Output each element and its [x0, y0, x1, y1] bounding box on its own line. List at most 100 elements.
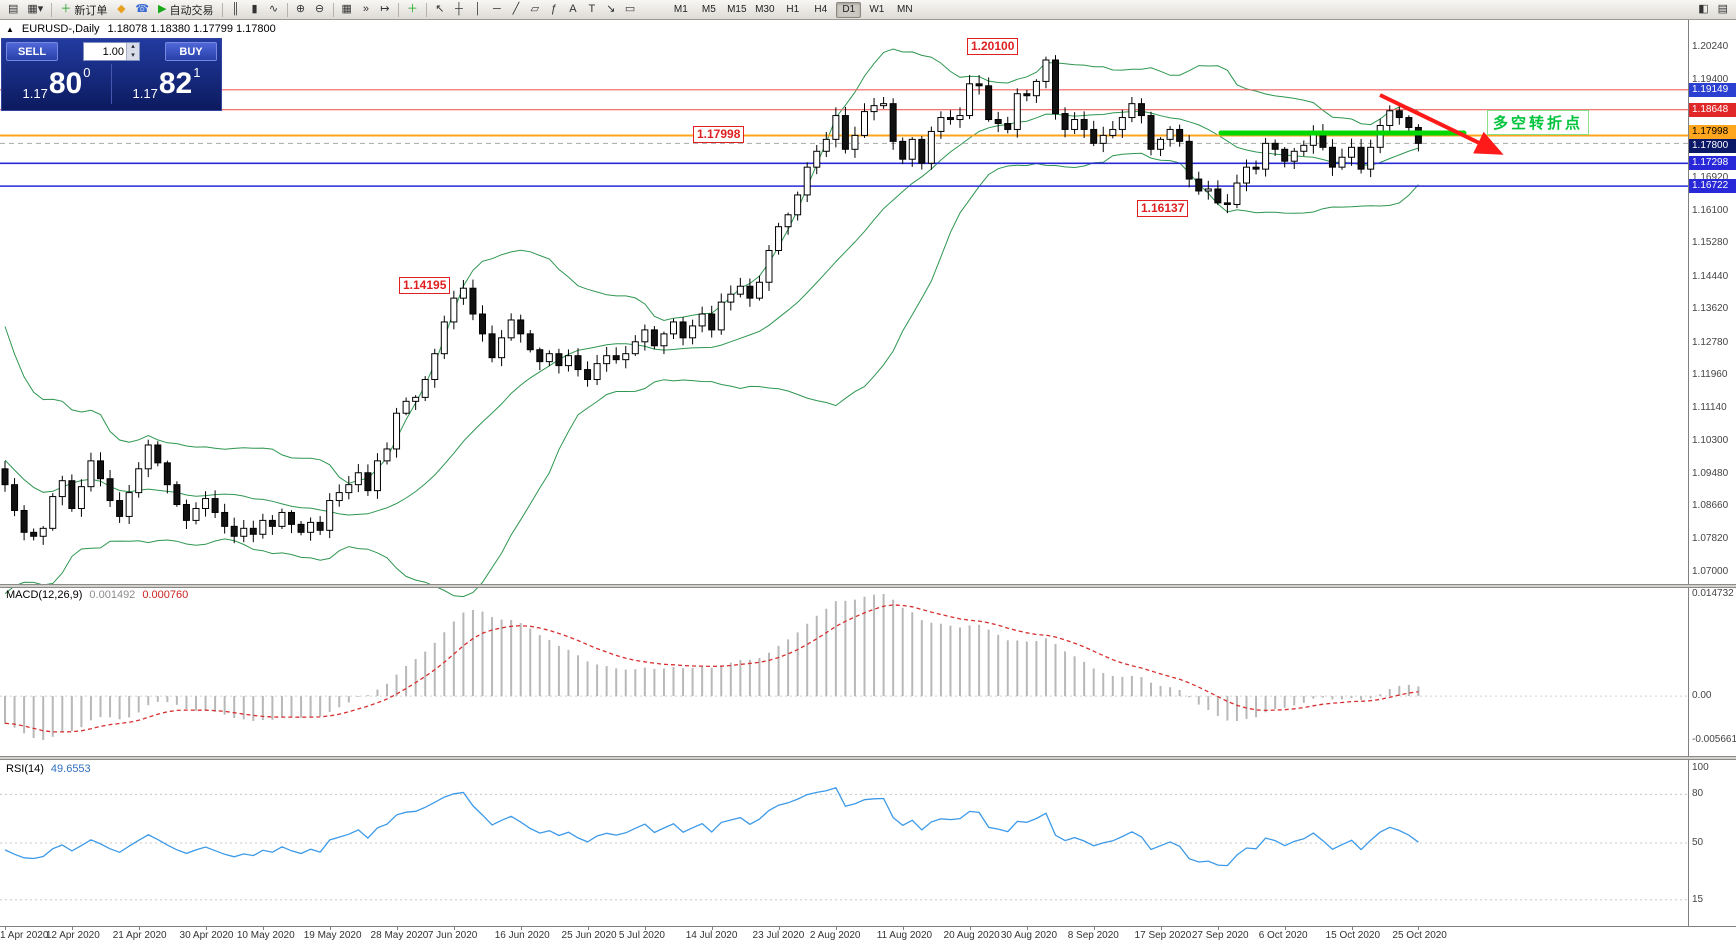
- metaeditor-icon[interactable]: ◆: [112, 1, 130, 18]
- panel-divider-rsi[interactable]: [0, 756, 1736, 760]
- price-callout[interactable]: 1.17998: [693, 126, 745, 143]
- price-callout[interactable]: 1.14195: [399, 277, 451, 294]
- date-tick-mark: [902, 927, 904, 930]
- text-icon[interactable]: A: [564, 1, 582, 18]
- toolbar-separator: [425, 2, 427, 17]
- timeframe-H1[interactable]: H1: [786, 4, 800, 15]
- price-line-tag: 1.17298: [1689, 156, 1736, 171]
- fibonacci-icon[interactable]: ƒ: [545, 1, 563, 18]
- trade-panel-divider: [111, 64, 112, 104]
- date-label: 10 May 2020: [236, 930, 295, 941]
- line-chart-icon[interactable]: ∿: [265, 1, 283, 18]
- price-tick: 1.15280: [1692, 237, 1729, 249]
- toolbar: ▤ ▦▾ ＋新订单 ◆ ☎ ▶ 自动交易 ║ ▮ ∿ ⊕ ⊖ ▦» ↦ ＋ ↖ ┼ │ ─ ╱ ▱ ƒ A T ↘ ▭ M1 M5 M1…: [0, 0, 1736, 20]
- timeframe-D1[interactable]: D1: [836, 1, 862, 18]
- crosshair-icon[interactable]: ┼: [450, 1, 468, 18]
- timeframe-MN[interactable]: MN: [897, 4, 913, 15]
- sell-button[interactable]: SELL: [6, 42, 58, 61]
- alerts-icon[interactable]: ☎: [131, 1, 153, 18]
- label-icon[interactable]: T: [583, 1, 601, 18]
- cursor-icon[interactable]: ↖: [431, 1, 449, 18]
- timeframe-M5[interactable]: M5: [701, 4, 716, 15]
- zoom-out-icon: ⊖: [314, 3, 325, 15]
- rsi-name: RSI(14): [6, 763, 44, 775]
- auto-scroll-icon[interactable]: »: [357, 1, 375, 18]
- arrow-tool-icon: ↘: [606, 3, 616, 15]
- buy-button[interactable]: BUY: [165, 42, 217, 61]
- date-label: 14 Jul 2020: [685, 930, 738, 941]
- bar-chart-icon[interactable]: ║: [227, 1, 245, 18]
- date-tick-mark: [1160, 927, 1162, 930]
- panel-divider-macd[interactable]: [0, 584, 1736, 588]
- volume-up-icon[interactable]: ▴: [127, 43, 139, 52]
- macd-signal-value: 0.000760: [142, 589, 189, 601]
- chart-shift-icon[interactable]: ↦: [376, 1, 394, 18]
- profiles-icon: ▦▾: [27, 3, 44, 15]
- volume-down-icon[interactable]: ▾: [127, 51, 139, 60]
- price-callout[interactable]: 1.20100: [967, 38, 1019, 55]
- zoom-in-icon: ⊕: [295, 3, 306, 15]
- vertical-line-icon[interactable]: │: [469, 1, 487, 18]
- volume-input[interactable]: [84, 43, 126, 60]
- horizontal-line-icon[interactable]: ─: [488, 1, 506, 18]
- sell-price[interactable]: 1.17 80 0: [2, 61, 111, 107]
- candle-chart-icon[interactable]: ▮: [246, 1, 264, 18]
- date-tick-mark: [1284, 927, 1286, 930]
- price-line-tag: 1.16722: [1689, 179, 1736, 194]
- date-label: 12 Apr 2020: [45, 930, 100, 941]
- indicators-icon[interactable]: ＋: [403, 1, 422, 18]
- arrow-tool-icon[interactable]: ↘: [602, 1, 620, 18]
- date-tick-mark: [1418, 927, 1420, 930]
- date-label: 20 Aug 2020: [943, 930, 1000, 941]
- macd-name: MACD(12,26,9): [6, 589, 83, 601]
- profiles-icon[interactable]: ▦▾: [23, 1, 47, 18]
- new-order-button[interactable]: ＋新订单: [56, 1, 111, 18]
- date-label: 23 Jul 2020: [752, 930, 805, 941]
- toolbar-separator: [397, 2, 399, 17]
- timeframe-M15[interactable]: M15: [727, 4, 747, 15]
- price-tick: 1.13620: [1692, 303, 1729, 315]
- date-label: 25 Oct 2020: [1392, 930, 1447, 941]
- trendline-icon[interactable]: ╱: [507, 1, 525, 18]
- tile-windows-icon[interactable]: ▦: [338, 1, 356, 18]
- autotrading-label: 自动交易: [169, 4, 214, 17]
- timeframe-H4[interactable]: H4: [814, 4, 828, 15]
- date-label: 27 Sep 2020: [1191, 930, 1249, 941]
- panel-list-icon[interactable]: ▤: [1714, 1, 1732, 18]
- shapes-icon[interactable]: ▭: [621, 1, 639, 18]
- new-chart-icon[interactable]: ▤: [4, 1, 22, 18]
- autotrading-button[interactable]: ▶ 自动交易: [154, 1, 217, 18]
- metaeditor-icon: ◆: [117, 3, 126, 15]
- turning-point-note[interactable]: 多空转折点: [1487, 110, 1590, 135]
- date-tick-mark: [778, 927, 780, 930]
- sell-price-sup: 0: [83, 65, 91, 80]
- price-tick: 1.19400: [1692, 73, 1729, 85]
- zoom-in-icon[interactable]: ⊕: [292, 1, 310, 18]
- panel-list-icon: ▤: [1717, 3, 1728, 15]
- one-click-collapse-icon[interactable]: ▲: [6, 24, 14, 34]
- date-tick-mark: [396, 927, 398, 930]
- price-tick: 1.08660: [1692, 500, 1729, 512]
- price-line-tag: 1.19149: [1689, 82, 1736, 97]
- toolbar-separator: [221, 2, 223, 17]
- new-order-label: 新订单: [74, 4, 108, 17]
- date-tick-mark: [71, 927, 73, 930]
- timeframe-M1[interactable]: M1: [673, 4, 688, 15]
- channel-icon[interactable]: ▱: [526, 1, 544, 18]
- timeframe-M30[interactable]: M30: [755, 4, 775, 15]
- price-scale[interactable]: 1.20240 1.19400 1.16920 1.16100 1.15280 1.144…: [1688, 20, 1736, 926]
- vertical-line-icon: │: [474, 3, 482, 15]
- buy-price[interactable]: 1.17 82 1: [112, 61, 221, 107]
- autotrading-icon: ▶: [158, 3, 167, 15]
- price-tick: 1.07820: [1692, 533, 1729, 545]
- timeframe-W1[interactable]: W1: [869, 4, 885, 15]
- symbol-timeframe: EURUSD-,Daily: [21, 23, 100, 35]
- price-callout[interactable]: 1.16137: [1137, 200, 1189, 217]
- price-tick: 1.12780: [1692, 336, 1729, 348]
- time-axis[interactable]: 1 Apr 2020 12 Apr 2020 21 Apr 2020 30 Apr 2…: [0, 926, 1736, 944]
- zoom-out-icon[interactable]: ⊖: [311, 1, 329, 18]
- volume-stepper[interactable]: ▴ ▾: [83, 42, 140, 61]
- dock-icon[interactable]: ◧: [1694, 1, 1712, 18]
- chart-title: ▲ EURUSD-,Daily 1.18078 1.18380 1.17799 …: [6, 23, 276, 35]
